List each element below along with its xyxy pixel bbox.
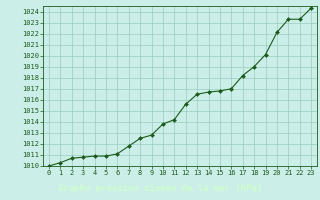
Text: Graphe pression niveau de la mer (hPa): Graphe pression niveau de la mer (hPa) [58, 184, 262, 193]
